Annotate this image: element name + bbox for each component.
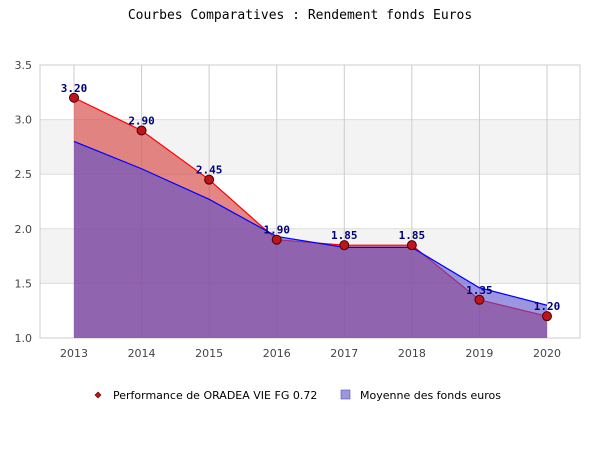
y-tick-label: 3.5 — [15, 59, 33, 72]
x-tick-label: 2013 — [60, 347, 88, 360]
x-tick-label: 2018 — [398, 347, 426, 360]
data-label: 1.85 — [399, 229, 426, 242]
legend-label-performance: Performance de ORADEA VIE FG 0.72 — [113, 389, 317, 402]
data-point — [69, 92, 79, 103]
chart-title: Courbes Comparatives : Rendement fonds E… — [128, 8, 472, 23]
legend-marker-performance — [94, 391, 102, 399]
y-tick-label: 2.0 — [15, 223, 33, 236]
x-tick-label: 2016 — [263, 347, 291, 360]
x-tick-label: 2014 — [128, 347, 156, 360]
data-point — [339, 240, 350, 251]
y-tick-label: 3.0 — [15, 114, 33, 127]
data-label: 1.85 — [331, 229, 358, 242]
data-label: 1.90 — [263, 224, 290, 237]
data-label: 2.90 — [128, 115, 155, 128]
legend-marker-moyenne — [340, 389, 351, 400]
y-tick-label: 1.5 — [15, 277, 33, 290]
data-label: 1.35 — [466, 284, 493, 297]
line-moyenne — [73, 140, 548, 306]
area-moyenne — [74, 141, 547, 338]
data-point — [136, 125, 147, 136]
data-label: 3.20 — [61, 82, 88, 95]
legend-label-moyenne: Moyenne des fonds euros — [360, 389, 501, 402]
data-label: 1.20 — [534, 300, 561, 313]
data-point — [474, 294, 485, 305]
x-tick-label: 2015 — [195, 347, 223, 360]
data-label: 2.45 — [196, 164, 223, 177]
y-tick-label: 1.0 — [15, 332, 33, 345]
data-point — [406, 240, 417, 251]
x-tick-label: 2017 — [330, 347, 358, 360]
x-tick-label: 2019 — [465, 347, 493, 360]
x-tick-label: 2020 — [533, 347, 561, 360]
y-tick-label: 2.5 — [15, 168, 33, 181]
data-point — [204, 174, 215, 185]
data-point — [542, 311, 552, 322]
data-point — [271, 234, 282, 245]
